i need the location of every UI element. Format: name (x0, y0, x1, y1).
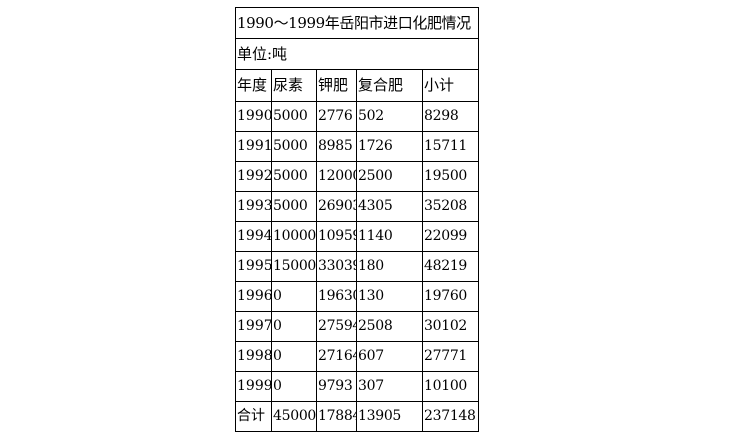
subtotal-cell: 19500 (421, 161, 480, 192)
column-header-compound: 复合肥 (356, 69, 423, 102)
subtotal-cell: 10100 (421, 371, 480, 402)
urea-cell: 5000 (271, 101, 317, 132)
urea-cell: 0 (271, 341, 317, 372)
total-row: 合计 45000 178843 13905 237148 (235, 401, 480, 432)
potash-cell: 26903 (316, 191, 357, 222)
compound-cell: 130 (356, 281, 423, 312)
table-row: 1997 0 27594 2508 30102 (235, 311, 480, 342)
total-subtotal-cell: 237148 (421, 401, 480, 432)
year-cell: 1997 (235, 311, 272, 342)
compound-cell: 1140 (356, 221, 423, 252)
table-row: 1995 15000 33039 180 48219 (235, 251, 480, 282)
potash-cell: 9793 (316, 371, 357, 402)
unit-label: 单位:吨 (234, 38, 480, 70)
year-cell: 1993 (235, 191, 272, 222)
fertilizer-import-table: 1990～1999年岳阳市进口化肥情况 单位:吨 年度 尿素 钾肥 复合肥 小计… (234, 7, 480, 432)
compound-cell: 4305 (356, 191, 423, 222)
urea-cell: 15000 (271, 251, 317, 282)
potash-cell: 33039 (316, 251, 357, 282)
column-header-subtotal: 小计 (421, 69, 480, 102)
urea-cell: 5000 (271, 191, 317, 222)
subtotal-cell: 8298 (421, 101, 480, 132)
urea-cell: 0 (271, 311, 317, 342)
year-cell: 1990 (235, 101, 272, 132)
year-cell: 1991 (235, 131, 272, 162)
potash-cell: 27594 (316, 311, 357, 342)
compound-cell: 502 (356, 101, 423, 132)
unit-row: 单位:吨 (234, 38, 480, 70)
urea-cell: 0 (271, 371, 317, 402)
subtotal-cell: 19760 (421, 281, 480, 312)
subtotal-cell: 22099 (421, 221, 480, 252)
year-cell: 1998 (235, 341, 272, 372)
subtotal-cell: 15711 (421, 131, 480, 162)
compound-cell: 1726 (356, 131, 423, 162)
total-compound-cell: 13905 (356, 401, 423, 432)
column-header-urea: 尿素 (271, 69, 317, 102)
subtotal-cell: 30102 (421, 311, 480, 342)
compound-cell: 607 (356, 341, 423, 372)
compound-cell: 2500 (356, 161, 423, 192)
year-cell: 1994 (235, 221, 272, 252)
table-row: 1991 5000 8985 1726 15711 (235, 131, 480, 162)
urea-cell: 10000 (271, 221, 317, 252)
table-row: 1994 10000 10959 1140 22099 (235, 221, 480, 252)
table-row: 1993 5000 26903 4305 35208 (235, 191, 480, 222)
table-row: 1992 5000 12000 2500 19500 (235, 161, 480, 192)
compound-cell: 2508 (356, 311, 423, 342)
year-cell: 1996 (235, 281, 272, 312)
compound-cell: 180 (356, 251, 423, 282)
header-row: 年度 尿素 钾肥 复合肥 小计 (235, 69, 480, 102)
total-urea-cell: 45000 (271, 401, 317, 432)
potash-cell: 2776 (316, 101, 357, 132)
potash-cell: 27164 (316, 341, 357, 372)
table-row: 1990 5000 2776 502 8298 (235, 101, 480, 132)
subtotal-cell: 27771 (421, 341, 480, 372)
urea-cell: 0 (271, 281, 317, 312)
table-title-row: 1990～1999年岳阳市进口化肥情况 (234, 7, 480, 39)
column-header-potash: 钾肥 (316, 69, 357, 102)
year-cell: 1999 (235, 371, 272, 402)
potash-cell: 8985 (316, 131, 357, 162)
year-cell: 1995 (235, 251, 272, 282)
urea-cell: 5000 (271, 161, 317, 192)
subtotal-cell: 48219 (421, 251, 480, 282)
compound-cell: 307 (356, 371, 423, 402)
potash-cell: 10959 (316, 221, 357, 252)
column-header-year: 年度 (235, 69, 272, 102)
table-row: 1999 0 9793 307 10100 (235, 371, 480, 402)
total-potash-cell: 178843 (316, 401, 357, 432)
potash-cell: 19630 (316, 281, 357, 312)
year-cell: 1992 (235, 161, 272, 192)
subtotal-cell: 35208 (421, 191, 480, 222)
urea-cell: 5000 (271, 131, 317, 162)
potash-cell: 12000 (316, 161, 357, 192)
table-row: 1996 0 19630 130 19760 (235, 281, 480, 312)
total-label: 合计 (235, 401, 272, 432)
table-title: 1990～1999年岳阳市进口化肥情况 (234, 7, 480, 39)
table-row: 1998 0 27164 607 27771 (235, 341, 480, 372)
